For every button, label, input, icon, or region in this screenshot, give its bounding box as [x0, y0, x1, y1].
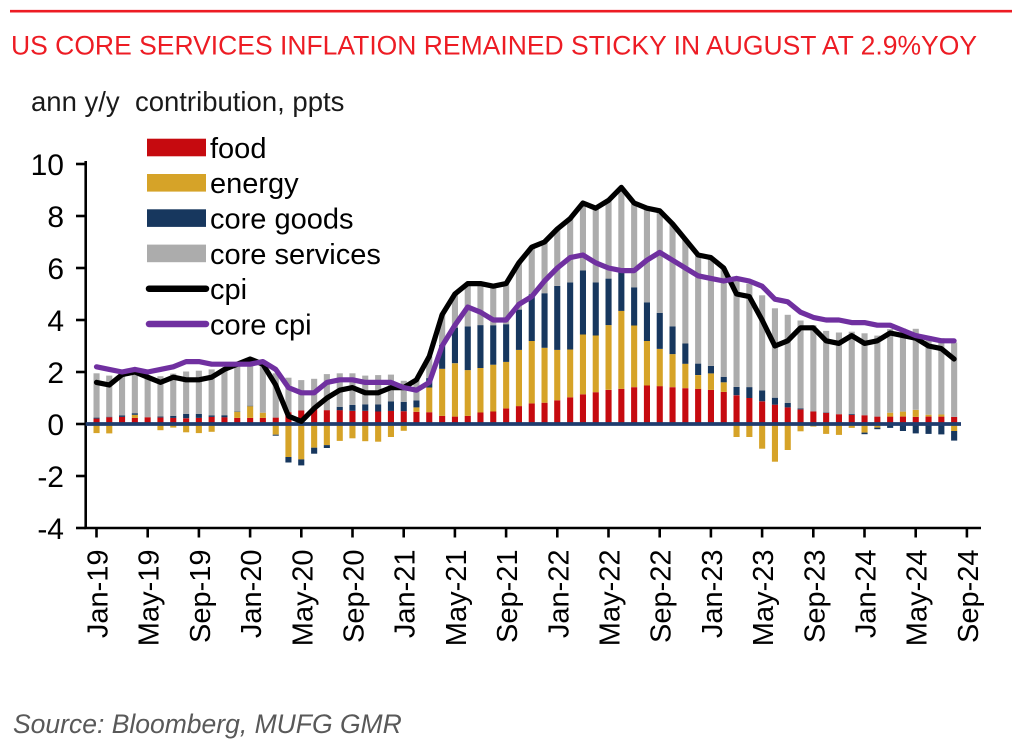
- svg-text:energy: energy: [210, 168, 299, 200]
- svg-text:food: food: [210, 133, 266, 165]
- svg-text:Jan-21: Jan-21: [390, 550, 422, 639]
- svg-text:Jan-22: Jan-22: [543, 550, 575, 639]
- svg-text:Sep-23: Sep-23: [799, 550, 831, 644]
- svg-text:May-21: May-21: [441, 550, 473, 647]
- svg-text:Sep-24: Sep-24: [953, 550, 985, 644]
- svg-text:Jan-20: Jan-20: [236, 550, 268, 639]
- svg-text:US CORE SERVICES INFLATION REM: US CORE SERVICES INFLATION REMAINED STIC…: [11, 31, 977, 61]
- svg-text:10: 10: [31, 149, 64, 182]
- svg-text:2: 2: [47, 357, 64, 390]
- svg-text:May-23: May-23: [748, 550, 780, 647]
- svg-text:Jan-24: Jan-24: [851, 550, 883, 639]
- svg-text:0: 0: [47, 409, 64, 442]
- svg-text:core services: core services: [210, 239, 381, 271]
- svg-text:Sep-22: Sep-22: [646, 550, 678, 644]
- svg-text:8: 8: [47, 201, 64, 234]
- svg-text:core goods: core goods: [210, 204, 354, 236]
- svg-text:4: 4: [47, 305, 64, 338]
- svg-text:-2: -2: [37, 461, 64, 494]
- svg-text:Sep-19: Sep-19: [185, 550, 217, 644]
- svg-text:May-24: May-24: [902, 550, 934, 647]
- svg-text:Sep-21: Sep-21: [492, 550, 524, 644]
- svg-text:Jan-23: Jan-23: [697, 550, 729, 639]
- svg-text:Sep-20: Sep-20: [339, 550, 371, 644]
- svg-text:ann y/y contribution, ppts: ann y/y contribution, ppts: [31, 86, 344, 117]
- svg-text:May-19: May-19: [134, 550, 166, 647]
- svg-text:May-20: May-20: [287, 550, 319, 647]
- svg-text:6: 6: [47, 253, 64, 286]
- svg-text:cpi: cpi: [210, 274, 247, 306]
- svg-text:-4: -4: [37, 513, 64, 546]
- svg-text:Source: Bloomberg, MUFG GMR: Source: Bloomberg, MUFG GMR: [13, 709, 402, 739]
- svg-text:core cpi: core cpi: [210, 309, 312, 341]
- svg-text:May-22: May-22: [595, 550, 627, 647]
- svg-text:Jan-19: Jan-19: [83, 550, 115, 639]
